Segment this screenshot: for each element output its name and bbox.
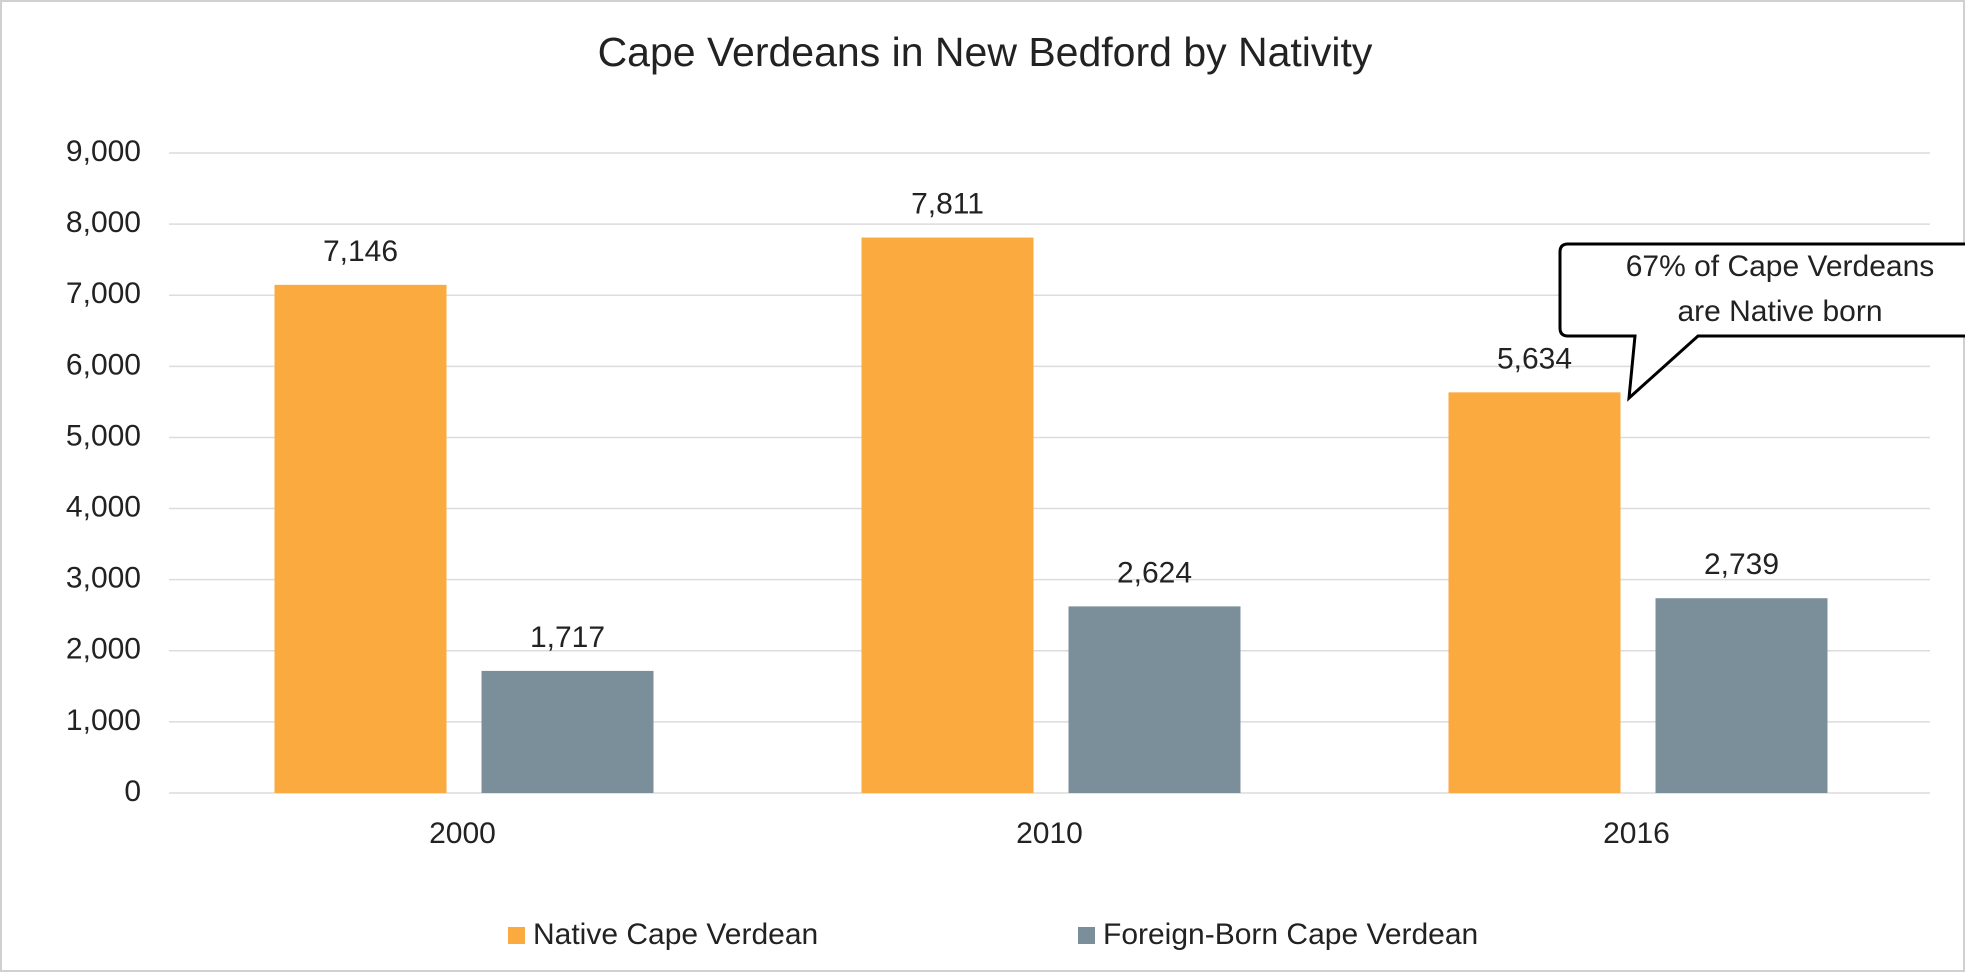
annotation: 67% of Cape Verdeans	[1626, 250, 1935, 283]
legend-swatch	[1078, 927, 1095, 944]
y-tick-label: 0	[124, 775, 141, 808]
value-label: 5,634	[1497, 342, 1572, 375]
bar	[481, 670, 654, 793]
value-label: 7,811	[911, 187, 984, 220]
y-tick-label: 1,000	[66, 704, 141, 737]
y-tick-label: 8,000	[66, 206, 141, 239]
bar	[1655, 598, 1828, 793]
x-tick-label: 2016	[1603, 817, 1670, 850]
legend-swatch	[508, 927, 525, 944]
x-tick-label: 2010	[1016, 817, 1083, 850]
value-label: 1,717	[530, 621, 605, 654]
y-tick-label: 7,000	[66, 277, 141, 310]
bar	[274, 284, 447, 793]
y-tick-label: 9,000	[66, 135, 141, 168]
y-tick-label: 6,000	[66, 348, 141, 381]
bar	[861, 237, 1034, 793]
y-tick-label: 3,000	[66, 562, 141, 595]
y-tick-label: 5,000	[66, 419, 141, 452]
x-tick-label: 2000	[429, 817, 496, 850]
value-label: 2,624	[1117, 556, 1192, 589]
value-label: 7,146	[323, 235, 398, 268]
legend-label: Foreign-Born Cape Verdean	[1103, 918, 1478, 951]
bar	[1448, 392, 1621, 793]
annotation: are Native born	[1677, 295, 1882, 328]
y-tick-label: 2,000	[66, 633, 141, 666]
y-tick-label: 4,000	[66, 490, 141, 523]
chart-title: Cape Verdeans in New Bedford by Nativity	[598, 29, 1373, 75]
value-label: 2,739	[1704, 548, 1779, 581]
legend-label: Native Cape Verdean	[533, 918, 818, 951]
bar	[1068, 606, 1241, 793]
callout	[1558, 242, 1965, 402]
